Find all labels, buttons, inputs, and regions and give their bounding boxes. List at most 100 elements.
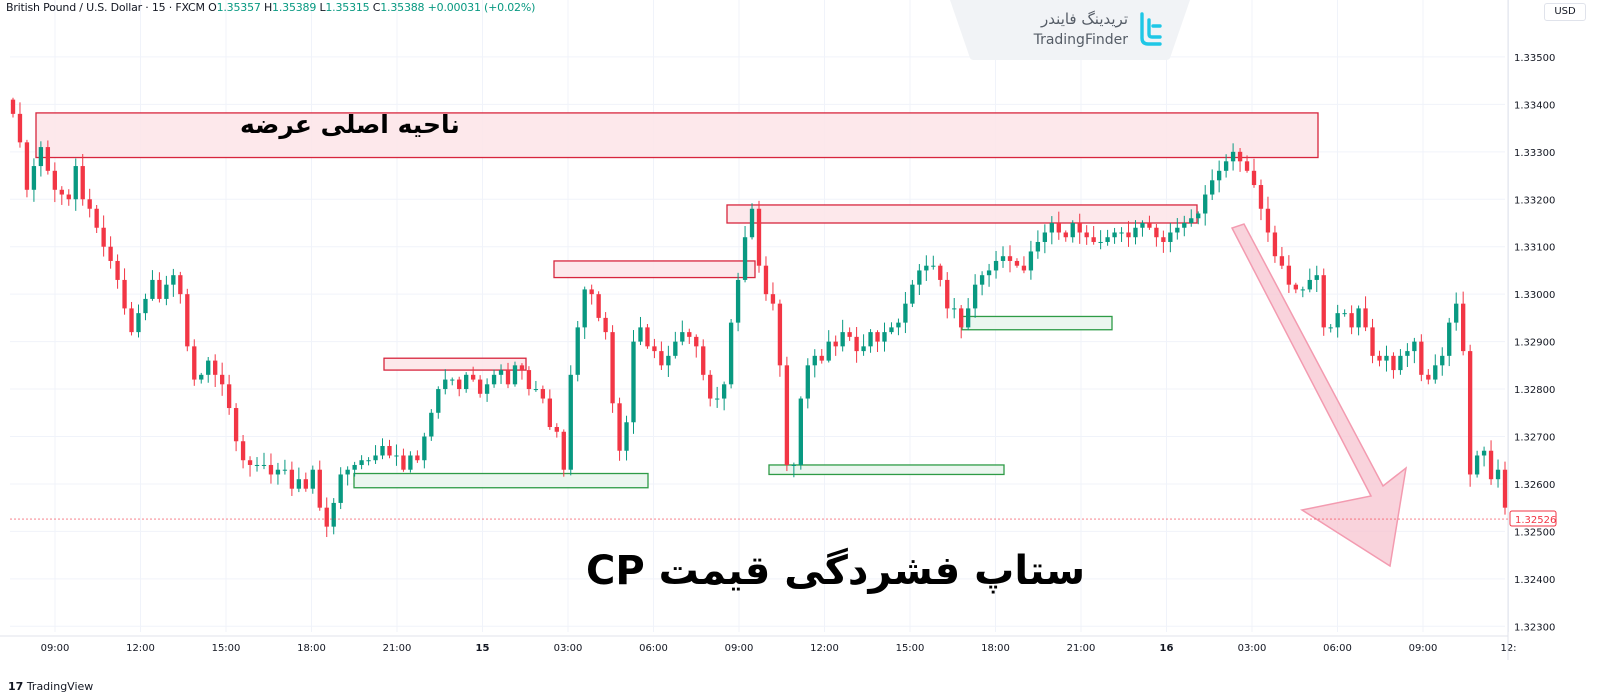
candle-body xyxy=(192,346,197,380)
candles-layer xyxy=(10,97,1508,538)
x-tick-label: 03:00 xyxy=(1238,643,1267,654)
y-tick-label: 1.33100 xyxy=(1514,243,1555,254)
candle-body xyxy=(1126,232,1131,238)
candle-body xyxy=(1119,232,1124,234)
candle-body xyxy=(687,332,692,337)
candle-body xyxy=(519,365,525,371)
candle-body xyxy=(1063,232,1068,238)
candle-body xyxy=(59,189,64,195)
candle-body xyxy=(512,365,518,385)
candle-body xyxy=(993,260,999,271)
candle-body xyxy=(429,412,434,437)
supply-zone xyxy=(553,260,756,279)
candle-body xyxy=(1237,151,1243,162)
candle-body xyxy=(1377,355,1382,361)
tradingview-brand[interactable]: 𝟭𝟳 TradingView xyxy=(8,680,93,693)
candle-body xyxy=(833,341,838,347)
candle-body xyxy=(261,464,267,466)
candle-body xyxy=(652,346,657,352)
candle-body xyxy=(1335,313,1340,328)
candle-body xyxy=(784,365,790,465)
candle-body xyxy=(1321,275,1326,328)
candle-body xyxy=(896,322,901,328)
candle-body xyxy=(1168,232,1173,242)
candle-body xyxy=(1272,232,1278,257)
candle-body xyxy=(603,317,608,333)
candle-body xyxy=(464,374,469,390)
candle-body xyxy=(1098,241,1103,243)
y-tick-label: 1.33200 xyxy=(1514,195,1555,206)
candle-body xyxy=(303,479,308,489)
candle-body xyxy=(17,113,23,143)
candle-body xyxy=(38,147,44,167)
candle-body xyxy=(1461,303,1466,352)
candle-body xyxy=(1384,355,1389,361)
y-tick-label: 1.32700 xyxy=(1514,433,1555,444)
logo-english-text: TradingFinder xyxy=(1033,32,1128,48)
candle-body xyxy=(366,460,371,462)
candle-body xyxy=(952,308,957,310)
x-tick-label: 18:00 xyxy=(297,643,326,654)
close-value: 1.35388 xyxy=(380,1,425,14)
candle-body xyxy=(1328,327,1333,329)
tradingview-logo-icon: 𝟭𝟳 xyxy=(8,680,24,693)
last-price-label: 1.32526 xyxy=(1515,515,1556,526)
candle-body xyxy=(1091,237,1096,242)
x-tick-label: 15 xyxy=(476,643,490,654)
candle-body xyxy=(505,370,511,385)
candle-body xyxy=(1133,227,1138,238)
x-tick-label: 06:00 xyxy=(639,643,668,654)
x-tick-label: 09:00 xyxy=(725,643,754,654)
candle-body xyxy=(1105,237,1110,242)
candle-body xyxy=(457,379,462,390)
setup-title: ستاپ فشردگی قیمت CP xyxy=(586,548,1086,594)
candle-body xyxy=(645,327,650,347)
candle-body xyxy=(443,379,448,390)
candle-body xyxy=(213,360,218,375)
candle-body xyxy=(1447,322,1452,356)
candle-body xyxy=(965,308,971,328)
y-tick-label: 1.33300 xyxy=(1514,148,1555,159)
candle-body xyxy=(1398,355,1403,371)
candle-body xyxy=(638,327,643,342)
y-tick-label: 1.32300 xyxy=(1514,622,1555,633)
y-tick-label: 1.33400 xyxy=(1514,100,1555,111)
candle-body xyxy=(1196,213,1201,219)
candle-body xyxy=(1293,284,1299,290)
candle-body xyxy=(540,389,546,399)
candle-body xyxy=(742,237,748,280)
candle-body xyxy=(972,284,978,309)
candle-body xyxy=(1042,232,1048,242)
candle-body xyxy=(1405,351,1410,356)
candle-body xyxy=(680,332,685,342)
candle-body xyxy=(582,289,587,328)
candle-body xyxy=(373,455,378,461)
candle-body xyxy=(296,479,302,489)
candle-body xyxy=(206,360,211,375)
candle-body xyxy=(847,332,852,337)
y-tick-label: 1.33500 xyxy=(1514,53,1555,64)
demand-zone xyxy=(353,472,649,489)
logo-persian-text: تریدینگ فایندر xyxy=(1041,10,1128,28)
candle-body xyxy=(568,374,573,470)
candle-body xyxy=(1035,241,1041,252)
candle-body xyxy=(94,208,99,228)
candle-body xyxy=(840,332,845,347)
candle-body xyxy=(1391,355,1396,371)
candle-body xyxy=(491,374,497,385)
x-tick-label: 18:00 xyxy=(981,643,1010,654)
candle-body xyxy=(101,227,106,247)
currency-badge[interactable]: USD xyxy=(1544,3,1586,21)
candle-body xyxy=(673,341,678,356)
candle-body xyxy=(477,379,483,394)
candle-body xyxy=(1049,222,1054,233)
candle-body xyxy=(415,455,420,461)
candle-body xyxy=(798,398,803,465)
candle-body xyxy=(219,374,225,385)
candle-body xyxy=(533,389,539,391)
x-tick-label: 21:00 xyxy=(383,643,412,654)
candle-body xyxy=(791,464,797,466)
candle-body xyxy=(861,346,866,352)
candle-body xyxy=(1440,355,1445,366)
